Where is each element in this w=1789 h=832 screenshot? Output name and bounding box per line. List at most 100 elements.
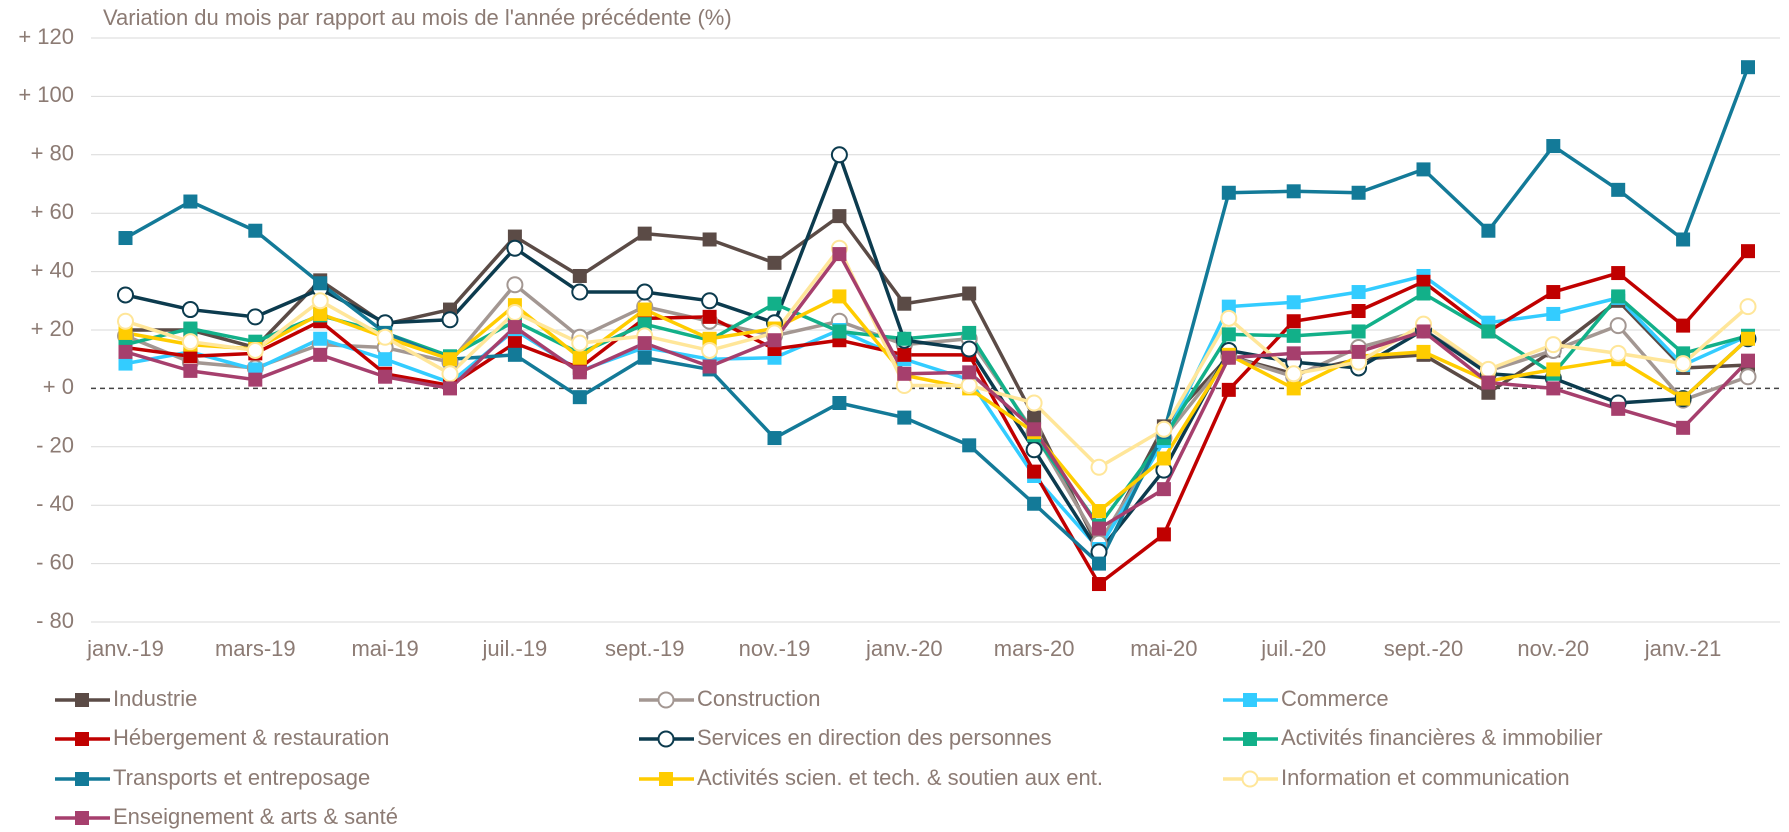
marker — [507, 347, 522, 362]
y-tick-label: + 120 — [18, 24, 74, 49]
marker — [960, 340, 978, 358]
legend-label: Commerce — [1281, 686, 1389, 711]
marker — [75, 693, 89, 707]
marker — [1156, 527, 1171, 542]
marker — [1676, 318, 1691, 333]
marker — [1351, 185, 1366, 200]
marker — [637, 350, 652, 365]
marker — [767, 255, 782, 270]
marker — [1741, 331, 1755, 346]
marker — [572, 268, 587, 283]
chart-title: Variation du mois par rapport au mois de… — [103, 5, 732, 30]
x-tick-label: sept.-20 — [1384, 636, 1464, 661]
marker — [897, 331, 912, 346]
legend-label: Activités scien. et tech. & soutien aux … — [697, 765, 1103, 790]
marker — [506, 276, 524, 294]
marker — [1351, 304, 1366, 319]
marker — [183, 363, 198, 378]
marker — [1741, 244, 1755, 259]
marker — [378, 369, 393, 384]
y-tick-label: + 40 — [31, 257, 74, 282]
marker — [832, 209, 847, 224]
y-tick-label: + 20 — [31, 316, 74, 341]
marker — [1025, 441, 1043, 459]
x-tick-label: juil.-19 — [481, 636, 547, 661]
marker — [1221, 350, 1236, 365]
marker — [1286, 314, 1301, 329]
y-tick-label: - 40 — [36, 491, 74, 516]
x-tick-label: sept.-19 — [605, 636, 685, 661]
marker — [1027, 410, 1042, 425]
marker — [1611, 266, 1626, 281]
marker — [897, 296, 912, 311]
legend-label: Hébergement & restauration — [113, 725, 389, 750]
marker — [1479, 360, 1497, 378]
marker — [1611, 401, 1626, 416]
marker — [118, 231, 133, 246]
marker — [1674, 355, 1692, 373]
marker — [767, 333, 782, 348]
marker — [506, 303, 524, 321]
marker — [1544, 336, 1562, 354]
x-tick-label: janv.-21 — [1644, 636, 1722, 661]
x-tick-label: janv.-20 — [865, 636, 943, 661]
marker — [572, 350, 587, 365]
marker — [1092, 521, 1106, 536]
marker — [443, 381, 457, 396]
marker — [313, 276, 328, 291]
marker — [572, 390, 587, 405]
marker — [1025, 394, 1043, 412]
marker — [702, 331, 717, 346]
marker — [248, 223, 263, 238]
marker — [1546, 139, 1561, 154]
marker — [832, 324, 847, 339]
marker — [181, 333, 199, 351]
marker — [1481, 223, 1496, 238]
marker — [1286, 295, 1301, 310]
marker — [1416, 344, 1431, 359]
marker — [1241, 770, 1259, 788]
marker — [506, 239, 524, 257]
marker — [1609, 344, 1627, 362]
marker — [1221, 382, 1236, 397]
marker — [1156, 451, 1171, 466]
marker — [1286, 381, 1301, 396]
marker — [1676, 420, 1691, 435]
marker — [1546, 362, 1561, 377]
marker — [118, 344, 133, 359]
x-tick-label: mars-19 — [215, 636, 296, 661]
marker — [1027, 422, 1042, 437]
marker — [117, 312, 134, 330]
marker — [1027, 464, 1042, 479]
marker — [897, 410, 912, 425]
marker — [378, 352, 393, 367]
legend-label: Construction — [697, 686, 821, 711]
y-tick-label: + 0 — [43, 374, 74, 399]
x-tick-label: janv.-19 — [86, 636, 164, 661]
marker — [637, 336, 652, 351]
marker — [1546, 306, 1561, 321]
marker — [830, 146, 848, 164]
marker — [441, 365, 459, 383]
marker — [1243, 693, 1257, 707]
series-line — [125, 153, 1750, 554]
marker — [313, 306, 328, 321]
x-tick-label: mai-19 — [351, 636, 418, 661]
marker — [183, 349, 198, 364]
marker — [636, 283, 654, 301]
marker — [897, 347, 912, 362]
marker — [657, 730, 675, 748]
marker — [1481, 324, 1496, 339]
marker — [1741, 353, 1755, 368]
series-line — [124, 246, 1750, 469]
marker — [248, 372, 263, 387]
marker — [637, 226, 652, 241]
marker — [1155, 420, 1173, 438]
marker — [1416, 162, 1431, 177]
marker — [117, 286, 134, 304]
marker — [962, 365, 977, 380]
series-line — [124, 66, 1750, 566]
marker — [1609, 317, 1627, 335]
marker — [507, 229, 522, 244]
